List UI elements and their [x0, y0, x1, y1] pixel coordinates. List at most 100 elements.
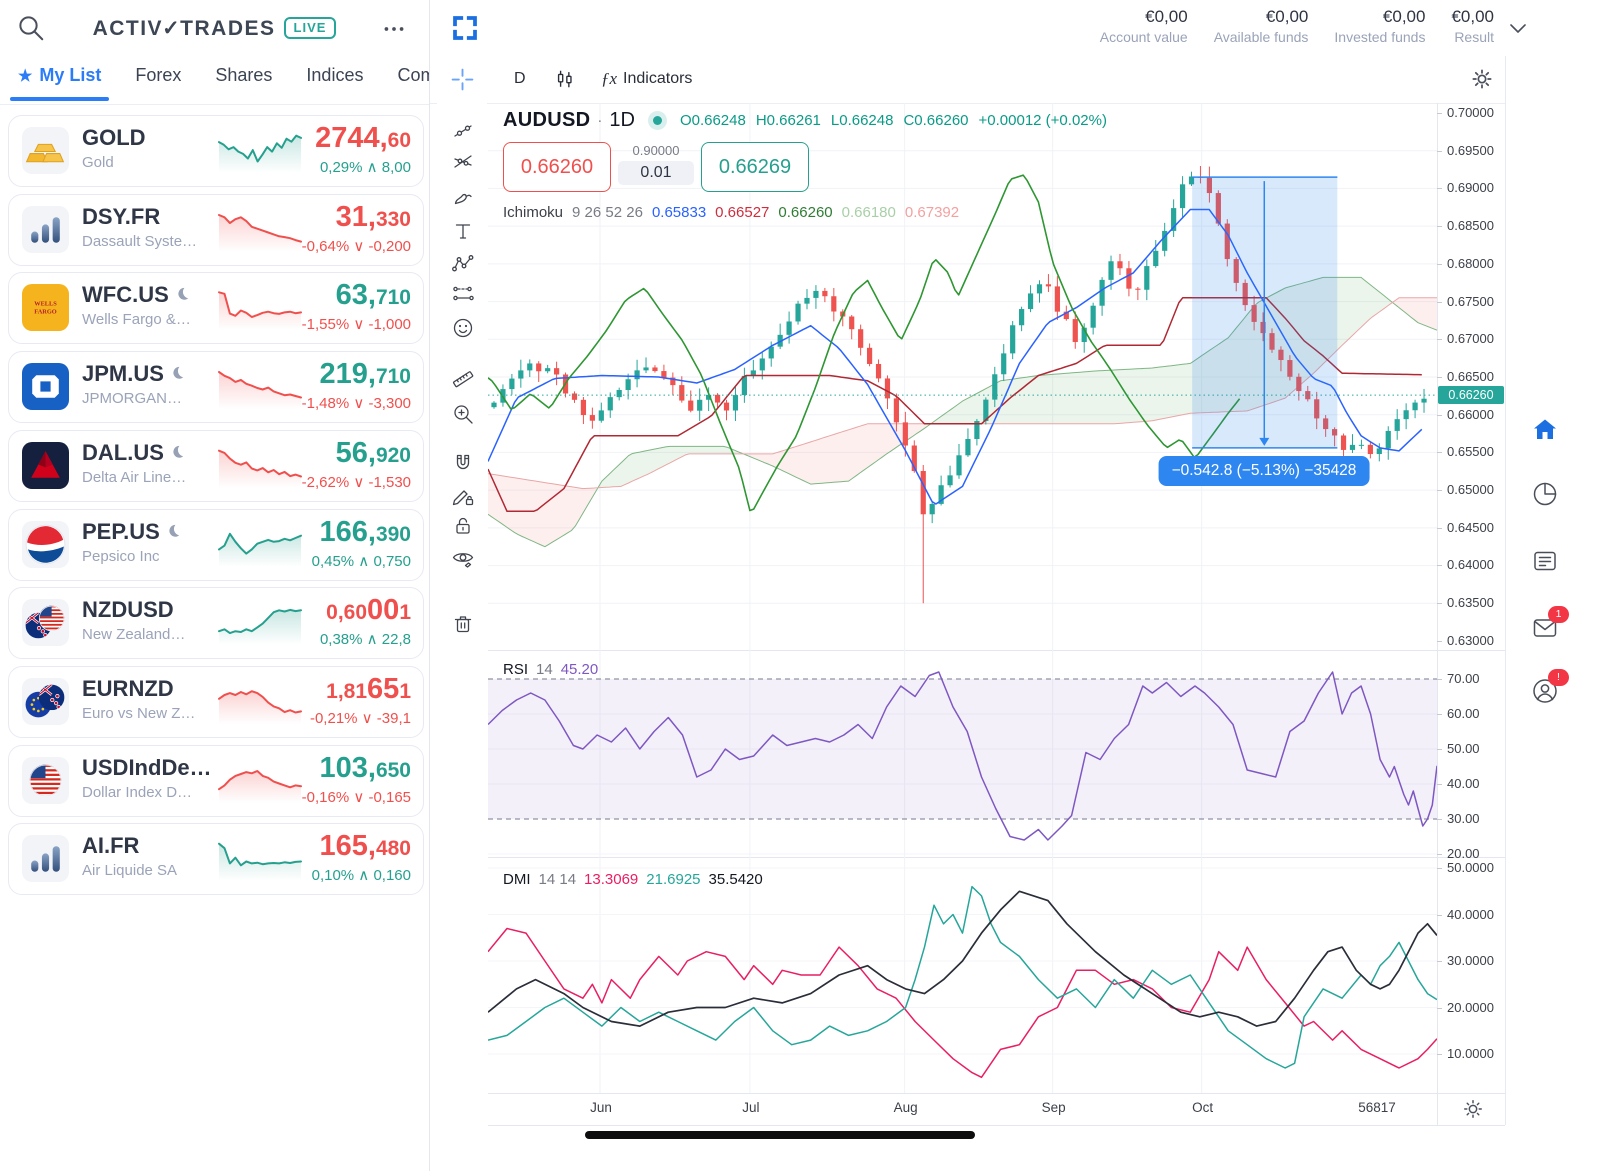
watchlist-item-pepus[interactable]: PEP.US Pepsico Inc 166,390 0,45% ∧ 0,750 — [8, 508, 424, 581]
current-price-label: 0.66260 — [1438, 386, 1504, 404]
instrument-icon — [22, 677, 69, 725]
home-icon[interactable] — [1530, 415, 1560, 445]
instrument-name: New Zealand… — [82, 626, 186, 644]
interval-button[interactable]: D — [508, 64, 532, 94]
pie-icon[interactable] — [1530, 479, 1560, 509]
time-label: Jun — [590, 1100, 612, 1115]
watchlist-item-eurnzd[interactable]: EURNZD Euro vs New Z… 1,81651 -0,21% ∨ -39,… — [8, 665, 424, 738]
instrument-change: 0,45% ∧ 0,750 — [311, 552, 411, 570]
dmi-legend[interactable]: DMI 14 14 13.3069 21.6925 35.5420 — [503, 871, 763, 888]
pane-separator[interactable] — [488, 650, 1505, 651]
instrument-symbol: DAL.US — [82, 440, 185, 466]
brand-check: ✓ — [162, 17, 182, 40]
more-menu-icon[interactable] — [381, 16, 407, 42]
tab-my-list[interactable]: ★ My List — [10, 58, 110, 101]
account-value: €0,00 — [1265, 7, 1309, 26]
brush-icon[interactable] — [451, 186, 475, 210]
account-value: €0,00 — [1451, 7, 1494, 26]
instrument-icon — [22, 441, 69, 489]
text-icon[interactable] — [451, 219, 475, 243]
moon-icon — [175, 286, 190, 301]
home-indicator-bar[interactable] — [585, 1131, 975, 1139]
rsi-chart[interactable] — [488, 650, 1437, 857]
axis-tick — [1437, 749, 1442, 750]
chevron-down-icon[interactable] — [1506, 16, 1530, 40]
instrument-name: Pepsico Inc — [82, 547, 160, 565]
axis-tick — [1437, 414, 1442, 416]
dmi-chart[interactable] — [488, 857, 1437, 1093]
magnet-icon[interactable] — [451, 452, 475, 476]
brand-part1: Activ — [92, 17, 164, 40]
instrument-name: JPMORGAN… — [82, 390, 183, 408]
instrument-name: Dollar Index D… — [82, 783, 193, 801]
axis-tick — [1437, 854, 1442, 855]
ruler-icon[interactable] — [451, 367, 475, 391]
zoom-in-icon[interactable] — [451, 402, 475, 426]
mail-icon[interactable]: 1 — [1530, 606, 1569, 643]
sparkline — [217, 522, 303, 568]
account-value: €0,00 — [1382, 7, 1426, 26]
watchlist-item-dsyfr[interactable]: DSY.FR Dassault Syste… 31,330 -0,64% ∨ -0,2… — [8, 193, 424, 266]
price-frac: 330 — [375, 207, 411, 231]
axis-tick — [1437, 819, 1442, 820]
tab-comm[interactable]: Comm — [397, 58, 429, 101]
watchlist-item-aifr[interactable]: AI.FR Air Liquide SA 165,480 0,10% ∧ 0,160 — [8, 823, 424, 896]
instrument-change: -0,16% ∨ -0,165 — [301, 788, 411, 806]
emoji-icon[interactable] — [451, 316, 475, 340]
watchlist-item-gold[interactable]: GOLD Gold 2744,60 0,29% ∧ 8,00 — [8, 115, 424, 187]
instrument-symbol: USDIndDe… — [82, 754, 212, 780]
instrument-icon — [22, 205, 69, 253]
pane-separator — [488, 1093, 1505, 1094]
tab-label: My List — [39, 65, 102, 85]
price-main: 219, — [319, 358, 376, 391]
axis-tick — [1437, 961, 1442, 962]
remove-all-icon[interactable] — [451, 612, 475, 636]
account-metric: €0,00 Invested funds — [1334, 7, 1425, 45]
price-main: 00 — [367, 594, 400, 627]
tab-forex[interactable]: Forex — [135, 58, 181, 101]
axis-tick — [1437, 150, 1442, 152]
axis-label: 0.67000 — [1447, 331, 1494, 347]
forecast-icon[interactable] — [451, 282, 475, 306]
chart-style-button[interactable] — [548, 64, 582, 94]
hide-all-icon[interactable] — [451, 546, 475, 570]
xabcd-pattern-icon[interactable] — [451, 252, 475, 276]
star-icon: ★ — [18, 68, 33, 85]
instrument-icon: WELLS FARGO — [22, 284, 69, 332]
tab-indices[interactable]: Indices — [306, 58, 363, 101]
rsi-legend[interactable]: RSI 14 45.20 — [503, 661, 599, 678]
price-chart[interactable] — [488, 103, 1437, 650]
lock-all-icon[interactable] — [451, 514, 475, 538]
sparkline — [217, 758, 303, 804]
instrument-symbol: AI.FR — [82, 833, 140, 859]
theme-sun-icon[interactable] — [1462, 1098, 1484, 1120]
pane-separator[interactable] — [488, 857, 1505, 858]
axis-tick — [1437, 452, 1442, 454]
fullscreen-button[interactable] — [450, 13, 480, 43]
watchlist-item-usdindde[interactable]: USDIndDe… Dollar Index D… 103,650 -0,16% ∨ … — [8, 744, 424, 817]
buy-button[interactable]: 0.66269 — [701, 142, 809, 192]
fib-retracement-icon[interactable] — [451, 151, 475, 175]
trend-line-icon[interactable] — [451, 119, 475, 143]
watchlist-item-jpmus[interactable]: JPM.US JPMORGAN… 219,710 -1,48% ∨ -3,300 — [8, 351, 424, 424]
gear-icon[interactable] — [1469, 66, 1495, 92]
sparkline — [217, 836, 303, 882]
panel-header: Activ✓Trades LIVE — [0, 0, 429, 58]
sell-button[interactable]: 0.66260 — [503, 142, 611, 192]
indicators-button[interactable]: ƒx Indicators — [595, 64, 698, 94]
draw-lock-icon[interactable] — [451, 484, 475, 508]
watchlist-item-wfcus[interactable]: WELLS FARGO WFC.US Wells Fargo &… 63,710 -1,5… — [8, 272, 424, 345]
news-icon[interactable] — [1530, 546, 1560, 576]
search-icon[interactable] — [16, 13, 46, 43]
right-rail: 1! — [1506, 56, 1600, 1125]
tab-shares[interactable]: Shares — [215, 58, 272, 101]
price-frac: 920 — [375, 443, 411, 467]
profile-icon[interactable]: ! — [1530, 669, 1569, 706]
axis-tick — [1437, 376, 1442, 378]
sparkline — [217, 679, 303, 725]
price-main: 65 — [367, 672, 400, 705]
lot-size[interactable]: 0.01 — [618, 161, 694, 185]
watchlist-item-nzdusd[interactable]: NZDUSD New Zealand… 0,60001 0,38% ∧ 22,8 — [8, 587, 424, 660]
watchlist-item-dalus[interactable]: DAL.US Delta Air Line… 56,920 -2,62% ∨ -1,5… — [8, 429, 424, 502]
crosshair-icon[interactable] — [450, 67, 475, 92]
